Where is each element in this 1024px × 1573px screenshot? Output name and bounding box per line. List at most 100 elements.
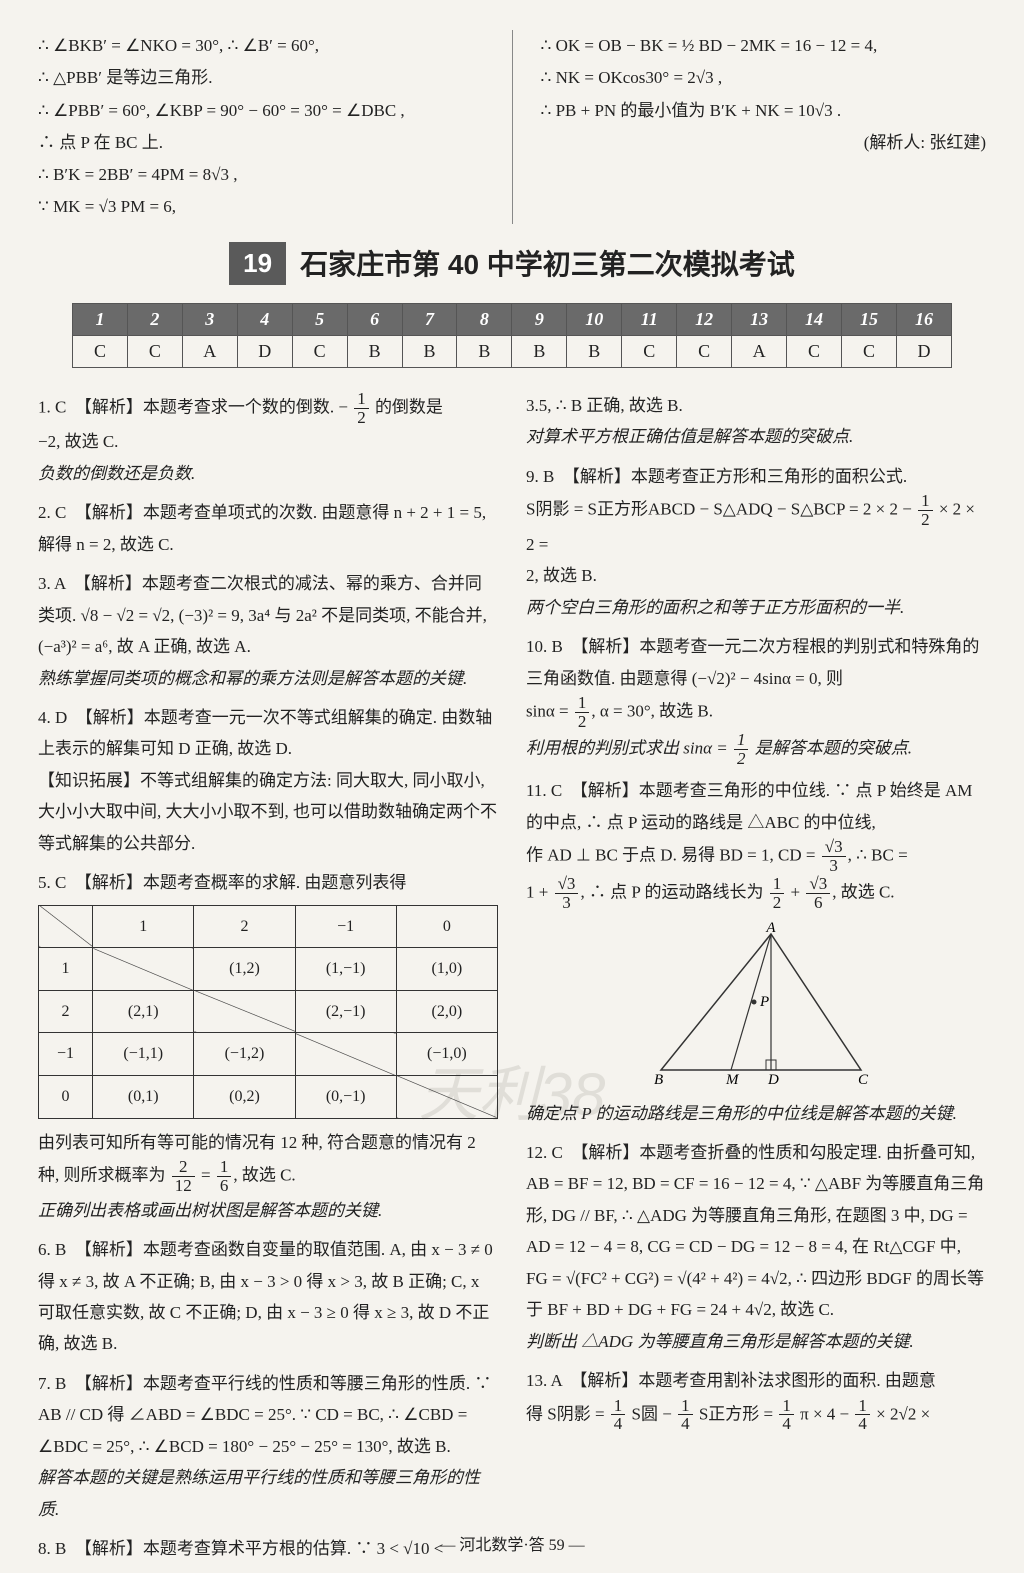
ans-h: 7 bbox=[402, 303, 457, 335]
ans-h: 14 bbox=[787, 303, 842, 335]
q10-hb: 是解答本题的突破点. bbox=[750, 738, 912, 757]
ans-h: 12 bbox=[677, 303, 732, 335]
t-r3: ∴ PB + PN 的最小值为 B′K + NK = 10√3 . bbox=[541, 95, 987, 127]
q6: 6. B 【解析】本题考查函数自变量的取值范围. A, 由 x − 3 ≠ 0 … bbox=[38, 1234, 498, 1360]
top-left-col: ∴ ∠BKB′ = ∠NKO = 30°, ∴ ∠B′ = 60°, ∴ △PB… bbox=[38, 30, 484, 224]
q1-hint: 负数的倒数还是负数. bbox=[38, 458, 498, 489]
ans-h: 11 bbox=[622, 303, 677, 335]
q12-hint: 判断出 △ADG 为等腰直角三角形是解答本题的关键. bbox=[526, 1326, 986, 1357]
ans-v: C bbox=[677, 335, 732, 367]
q5-head: 5. C 【解析】本题考查概率的求解. 由题意列表得 bbox=[38, 867, 498, 898]
q10-l2a: sinα = bbox=[526, 701, 573, 720]
q8b-hint: 对算术平方根正确估值是解答本题的突破点. bbox=[526, 421, 986, 452]
q11-l2a: 作 AD ⊥ BC 于点 D. 易得 BD = 1, CD = bbox=[526, 845, 820, 864]
q4-l1: 4. D 【解析】本题考查一元一次不等式组解集的确定. 由数轴上表示的解集可知 … bbox=[38, 702, 498, 765]
ans-v: A bbox=[182, 335, 237, 367]
q10: 10. B 【解析】本题考查一元二次方程根的判别式和特殊角的三角函数值. 由题意… bbox=[526, 631, 986, 767]
q9-l1: 9. B 【解析】本题考查正方形和三角形的面积公式. bbox=[526, 461, 986, 492]
frac-1-6: 16 bbox=[217, 1158, 232, 1195]
left-column: 1. C 【解析】本题考查求一个数的倒数. − 12 的倒数是 −2, 故选 C… bbox=[38, 390, 498, 1573]
pt-c: (2,0) bbox=[396, 990, 497, 1033]
q13: 13. A 【解析】本题考查用割补法求图形的面积. 由题意 得 S阴影 = 14… bbox=[526, 1365, 986, 1433]
answer-key-table: 1 2 3 4 5 6 7 8 9 10 11 12 13 14 15 16 C… bbox=[72, 303, 952, 368]
t-l6: ∵ MK = √3 PM = 6, bbox=[38, 191, 484, 223]
q13-l2b: S圆 − bbox=[627, 1404, 676, 1423]
q11-l2b: , ∴ BC = bbox=[848, 845, 908, 864]
frac-1-2b: 12 bbox=[918, 492, 933, 529]
q13-l2e: × 2√2 × bbox=[872, 1404, 930, 1423]
frac-1-2c: 12 bbox=[575, 694, 590, 731]
t-r1: ∴ OK = OB − BK = ½ BD − 2MK = 16 − 12 = … bbox=[541, 30, 987, 62]
main-columns: 1. C 【解析】本题考查求一个数的倒数. − 12 的倒数是 −2, 故选 C… bbox=[38, 390, 986, 1573]
section-number-badge: 19 bbox=[229, 242, 286, 285]
ans-h: 15 bbox=[841, 303, 896, 335]
pt-r: 2 bbox=[39, 990, 93, 1033]
q3-hint: 熟练掌握同类项的概念和幂的乘方法则是解答本题的关键. bbox=[38, 663, 498, 694]
q11-l3a: 1 + bbox=[526, 882, 553, 901]
q2: 2. C 【解析】本题考查单项式的次数. 由题意得 n + 2 + 1 = 5,… bbox=[38, 497, 498, 560]
pt-c: (2,−1) bbox=[295, 990, 396, 1033]
triangle-svg: A B M D C P bbox=[626, 922, 886, 1092]
ans-v: C bbox=[127, 335, 182, 367]
q8-right: 3.5, ∴ B 正确, 故选 B. 对算术平方根正确估值是解答本题的突破点. bbox=[526, 390, 986, 453]
pt-c: (1,2) bbox=[194, 948, 295, 991]
q5: 5. C 【解析】本题考查概率的求解. 由题意列表得 1 2 −1 0 1 (1… bbox=[38, 867, 498, 1226]
q13-l2d: π × 4 − bbox=[796, 1404, 854, 1423]
lbl-C: C bbox=[858, 1072, 869, 1088]
ans-h: 6 bbox=[347, 303, 402, 335]
q10-ha: 利用根的判别式求出 sinα = bbox=[526, 738, 732, 757]
q13-l2: 得 S阴影 = 14 S圆 − 14 S正方形 = 14 π × 4 − 14 … bbox=[526, 1397, 986, 1434]
q12-l1: 12. C 【解析】本题考查折叠的性质和勾股定理. 由折叠可知, AB = BF… bbox=[526, 1137, 986, 1326]
ans-h: 2 bbox=[127, 303, 182, 335]
pt-c: (−1,1) bbox=[93, 1033, 194, 1076]
q11-l1: 11. C 【解析】本题考查三角形的中位线. ∵ 点 P 始终是 AM 的中点,… bbox=[526, 775, 986, 838]
q7: 7. B 【解析】本题考查平行线的性质和等腰三角形的性质. ∵ AB // CD… bbox=[38, 1368, 498, 1525]
pt-c: (1,0) bbox=[396, 948, 497, 991]
q11-l3b: , ∴ 点 P 的运动路线长为 bbox=[580, 882, 767, 901]
q11-l2: 作 AD ⊥ BC 于点 D. 易得 BD = 1, CD = √33, ∴ B… bbox=[526, 838, 986, 875]
q12: 12. C 【解析】本题考查折叠的性质和勾股定理. 由折叠可知, AB = BF… bbox=[526, 1137, 986, 1357]
ans-h: 4 bbox=[237, 303, 292, 335]
ans-h: 16 bbox=[896, 303, 951, 335]
ans-v: B bbox=[512, 335, 567, 367]
top-right-col: ∴ OK = OB − BK = ½ BD − 2MK = 16 − 12 = … bbox=[541, 30, 987, 224]
ans-v: B bbox=[567, 335, 622, 367]
pt-r: 1 bbox=[39, 948, 93, 991]
triangle-figure: A B M D C P bbox=[526, 922, 986, 1092]
pt-h: 0 bbox=[396, 905, 497, 948]
pt-c bbox=[396, 1075, 497, 1118]
lbl-M: M bbox=[725, 1072, 740, 1088]
answer-value-row: C C A D C B B B B B C C A C C D bbox=[73, 335, 952, 367]
q11-l3d: , 故选 C. bbox=[832, 882, 894, 901]
q9-l3: 2, 故选 B. bbox=[526, 560, 986, 591]
lbl-A: A bbox=[765, 922, 776, 936]
t-l2: ∴ △PBB′ 是等边三角形. bbox=[38, 62, 484, 94]
top-continuation: ∴ ∠BKB′ = ∠NKO = 30°, ∴ ∠B′ = 60°, ∴ △PB… bbox=[38, 30, 986, 224]
ans-v: D bbox=[896, 335, 951, 367]
frac-2-12: 212 bbox=[172, 1158, 195, 1195]
q3-l1: 3. A 【解析】本题考查二次根式的减法、幂的乘方、合并同类项. √8 − √2… bbox=[38, 568, 498, 662]
q3: 3. A 【解析】本题考查二次根式的减法、幂的乘方、合并同类项. √8 − √2… bbox=[38, 568, 498, 694]
frac-1-4c: 14 bbox=[779, 1397, 794, 1434]
frac-1-4a: 14 bbox=[611, 1397, 626, 1434]
q13-l1: 13. A 【解析】本题考查用割补法求图形的面积. 由题意 bbox=[526, 1365, 986, 1396]
q1-tail: 的倒数是 bbox=[371, 397, 443, 416]
q13-l2c: S正方形 = bbox=[695, 1404, 778, 1423]
author-credit: (解析人: 张红建) bbox=[541, 127, 987, 159]
pt-h: 1 bbox=[93, 905, 194, 948]
t-l5: ∴ B′K = 2BB′ = 4PM = 8√3 , bbox=[38, 159, 484, 191]
ans-h: 3 bbox=[182, 303, 237, 335]
t-r2: ∴ NK = OKcos30° = 2√3 , bbox=[541, 62, 987, 94]
ans-v: B bbox=[402, 335, 457, 367]
frac-1-2: 12 bbox=[354, 390, 369, 427]
page-content: ∴ ∠BKB′ = ∠NKO = 30°, ∴ ∠B′ = 60°, ∴ △PB… bbox=[38, 30, 986, 1573]
pt-c: (0,1) bbox=[93, 1075, 194, 1118]
frac-1-4b: 14 bbox=[678, 1397, 693, 1434]
pt-c: (−1,2) bbox=[194, 1033, 295, 1076]
frac-r3-3b: √33 bbox=[555, 875, 579, 912]
frac-1-2e: 12 bbox=[770, 875, 785, 912]
ans-v: C bbox=[787, 335, 842, 367]
pt-r: −1 bbox=[39, 1033, 93, 1076]
lbl-D: D bbox=[767, 1072, 779, 1088]
q13-l2a: 得 S阴影 = bbox=[526, 1404, 609, 1423]
